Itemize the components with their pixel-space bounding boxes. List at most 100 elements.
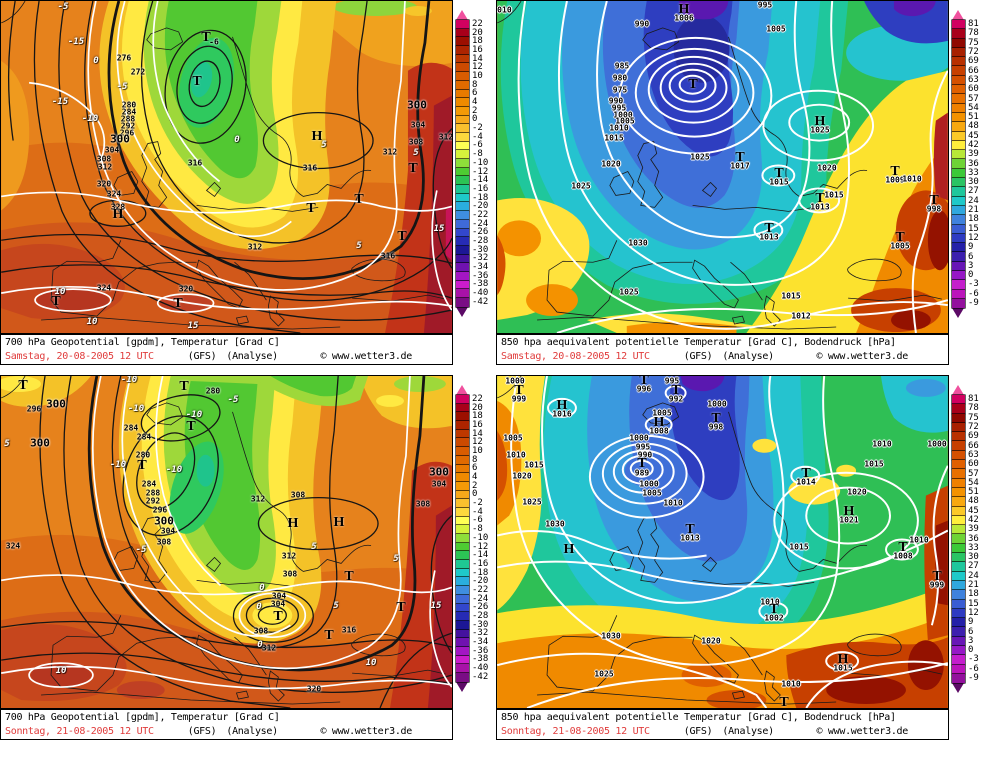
colorbar-swatch	[456, 664, 469, 673]
colorbar-swatch	[456, 507, 469, 517]
map-field-850-sun	[497, 376, 948, 708]
colorbar-tick-label: -22	[472, 584, 489, 595]
pressure-contour-label: 995	[635, 442, 651, 452]
colorbar-step: -18	[456, 568, 496, 578]
geopotential-contour-label: 284	[136, 432, 152, 442]
pressure-contour-label: 1010	[781, 679, 801, 689]
colorbar-step: -18	[456, 193, 496, 203]
colorbar-swatch	[952, 469, 965, 479]
colorbar-swatch	[952, 66, 965, 76]
colorbar-tick-label: 81	[968, 394, 979, 405]
pressure-contour-label: 1015	[833, 663, 853, 673]
colorbar-step: 24	[952, 196, 992, 206]
colorbar-tick-label: -10	[472, 532, 489, 543]
pressure-contour-label: 1010	[872, 439, 892, 449]
low-pressure-marker: T	[514, 383, 524, 398]
colorbar-step: 69	[952, 432, 992, 442]
colorbar-tick-label: -36	[472, 270, 489, 281]
temperature-contour-label: -5	[135, 545, 147, 555]
low-pressure-marker: T	[898, 540, 908, 555]
colorbar-step: -2	[456, 124, 496, 133]
low-pressure-marker: T	[396, 600, 406, 615]
colorbar-step: 39	[952, 149, 992, 160]
colorbar-swatch	[952, 515, 965, 526]
colorbar-step: -24	[456, 219, 496, 229]
low-pressure-marker: T	[932, 569, 942, 584]
colorbar-tick-label: 10	[472, 70, 483, 81]
geopotential-contour-label: 316	[380, 251, 396, 261]
pressure-contour-label: 1015	[604, 133, 624, 143]
colorbar-swatch	[952, 159, 965, 169]
pressure-contour-label: 1020	[847, 487, 867, 497]
colorbar-step: 10	[456, 70, 496, 81]
geopotential-contour-label: 300	[30, 436, 50, 450]
pressure-contour-label: 1005	[615, 116, 635, 126]
colorbar-step: -30	[456, 620, 496, 630]
colorbar-swatch	[952, 655, 965, 665]
colorbar-tick-label: 6	[968, 626, 974, 637]
colorbar-tick-label: -26	[472, 602, 489, 613]
colorbar-swatch	[456, 673, 469, 682]
colorbar-swatch	[952, 525, 965, 535]
map-date: Sonntag, 21-08-2005 12 UTC	[5, 726, 154, 737]
colorbar-swatch	[456, 72, 469, 81]
low-pressure-marker: T	[769, 602, 779, 617]
model-label: (GFS)	[683, 726, 713, 737]
colorbar-swatch	[952, 196, 965, 206]
colorbar-swatch	[456, 132, 469, 142]
colorbar-step: 48	[952, 122, 992, 132]
colorbar-step: 72	[952, 423, 992, 433]
pressure-contour-label: 995	[757, 0, 773, 10]
colorbar-step: 9	[952, 243, 992, 253]
colorbar-tick-label: 22	[472, 393, 483, 404]
colorbar-step: -32	[456, 629, 496, 639]
pressure-contour-label: 999	[929, 580, 945, 590]
colorbar-step: -26	[456, 602, 496, 613]
copyright-link[interactable]: © www.wetter3.de	[320, 726, 412, 737]
temperature-contour-label: 10	[55, 666, 67, 676]
colorbar-tick-label: 2	[472, 105, 478, 116]
colorbar-tick-label: 39	[968, 149, 979, 160]
high-pressure-marker: H	[287, 516, 299, 531]
geopotential-contour-label: 284	[121, 107, 137, 117]
colorbar-swatch	[952, 75, 965, 86]
geopotential-contour-label: 320	[306, 684, 322, 694]
colorbar-tick-label: 18	[968, 589, 979, 600]
colorbar-tick-label: -34	[472, 262, 489, 273]
temperature-contour-label: -10	[109, 460, 127, 470]
colorbar-swatch	[952, 205, 965, 216]
colorbar-swatch	[456, 124, 469, 133]
pressure-contour-label: 1025	[594, 669, 614, 679]
temperature-contour-label: -10	[127, 404, 145, 414]
colorbar-swatch	[456, 612, 469, 621]
pressure-contour-label: 1015	[769, 177, 789, 187]
pressure-contour-label: 1015	[864, 459, 884, 469]
colorbar-swatch	[456, 516, 469, 526]
colorbar-swatch	[952, 608, 965, 619]
colorbar-swatch	[952, 47, 965, 58]
copyright-link[interactable]: © www.wetter3.de	[816, 726, 908, 737]
colorbar-step: -38	[456, 655, 496, 665]
temperature-colorbar: 22 20 18 16 14 12 10 8 6 4 2 0 -2 -4 -6 -8 -10 -12 -14 -16-…	[456, 385, 496, 692]
high-pressure-marker: H	[556, 398, 568, 413]
colorbar-swatch	[456, 473, 469, 482]
colorbar-step: 60	[952, 460, 992, 470]
colorbar-tick-label: 20	[472, 402, 483, 413]
colorbar-step: -14	[456, 551, 496, 561]
colorbar-swatch	[952, 280, 965, 290]
colorbar-arrow-top	[952, 10, 964, 20]
geopotential-contour-label: 320	[178, 284, 194, 294]
colorbar-swatch	[456, 271, 469, 281]
colorbar-swatch	[456, 568, 469, 578]
colorbar-step: -2	[456, 499, 496, 508]
colorbar-tick-label: 81	[968, 19, 979, 30]
colorbar-step: 75	[952, 38, 992, 48]
copyright-link[interactable]: © www.wetter3.de	[816, 351, 908, 362]
copyright-link[interactable]: © www.wetter3.de	[320, 351, 412, 362]
geopotential-contour-label: 288	[120, 114, 136, 124]
temperature-contour-label: 5	[413, 148, 419, 158]
geopotential-contour-label: 324	[96, 283, 112, 293]
colorbar-swatch	[952, 460, 965, 470]
colorbar-tick-label: -34	[472, 637, 489, 648]
colorbar-step: 18	[456, 37, 496, 47]
